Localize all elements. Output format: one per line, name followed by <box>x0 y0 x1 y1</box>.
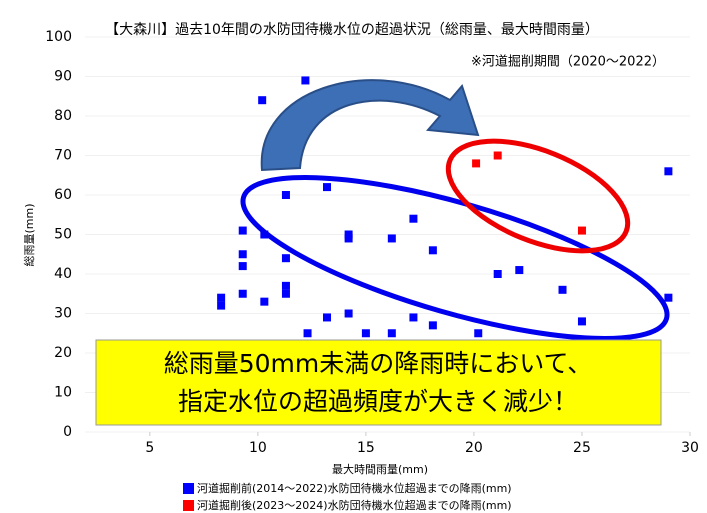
legend-swatch <box>183 483 194 494</box>
plot: 0 10 20 30 40 50 60 70 80 90 100 5 10 15 20 25 30 <box>45 29 699 456</box>
legend-label: 河道掘削後(2023～2024)水防団待機水位超過までの降雨(mm) <box>197 498 512 512</box>
point <box>238 289 247 298</box>
point <box>493 270 502 278</box>
point <box>344 309 353 318</box>
point <box>323 313 331 322</box>
point <box>258 96 267 105</box>
y-tick-label: 60 <box>54 187 72 203</box>
point <box>558 285 567 294</box>
y-tick-label: 90 <box>54 69 72 85</box>
ellipse-before <box>240 175 670 341</box>
arrow <box>260 79 480 172</box>
y-axis-label: 総雨量(mm) <box>22 203 36 266</box>
legend-swatch <box>183 500 194 511</box>
point <box>281 191 290 199</box>
x-tick-label: 25 <box>573 440 591 456</box>
legend: 河道掘削前(2014～2022)水防団待機水位超過までの降雨(mm) 河道掘削後(… <box>183 481 512 512</box>
point <box>409 313 418 322</box>
point <box>301 76 310 85</box>
y-tick-label: 40 <box>54 266 72 282</box>
callout-box <box>95 339 662 426</box>
x-axis-label: 最大時間雨量(mm) <box>332 462 428 476</box>
y-tick-label: 100 <box>45 29 72 45</box>
chart-subtitle: ※河道掘削期間（2020～2022） <box>471 55 665 70</box>
y-tick-label: 50 <box>54 227 72 243</box>
callout-text: 指定水位の超過頻度が大きく減少！ <box>178 387 578 416</box>
point <box>428 321 437 330</box>
point <box>344 234 353 243</box>
point <box>217 301 226 310</box>
point <box>238 262 247 271</box>
y-tick-label: 70 <box>54 148 72 164</box>
point <box>577 226 586 235</box>
point <box>238 226 247 235</box>
y-tick-label: 20 <box>54 345 72 361</box>
y-tick-label: 10 <box>54 385 72 401</box>
point <box>515 266 524 275</box>
point <box>428 246 437 255</box>
point <box>238 250 247 259</box>
point <box>260 297 269 306</box>
x-tick-label: 20 <box>465 440 483 456</box>
point <box>577 317 586 326</box>
point <box>303 329 312 338</box>
point <box>472 159 481 168</box>
point <box>664 167 673 176</box>
y-tick-label: 30 <box>54 306 72 322</box>
x-tick-label: 15 <box>357 440 375 456</box>
legend-label: 河道掘削前(2014～2022)水防団待機水位超過までの降雨(mm) <box>197 481 512 495</box>
point <box>493 151 502 160</box>
point <box>409 214 418 223</box>
x-tick-label: 10 <box>249 440 267 456</box>
point <box>664 293 673 302</box>
point <box>361 329 370 338</box>
point <box>281 281 290 290</box>
point <box>281 289 290 298</box>
y-tick-label: 0 <box>63 424 72 440</box>
chart-title: 【大森川】過去10年間の水防団待機水位の超過状況（総雨量、最大時間雨量） <box>105 22 599 38</box>
point <box>474 329 483 338</box>
ellipse-after <box>445 138 631 254</box>
point <box>387 234 396 243</box>
point <box>217 293 226 302</box>
point <box>387 329 396 338</box>
x-tick-label: 5 <box>145 440 154 456</box>
callout-text: 総雨量50mm未満の降雨時において、 <box>164 349 593 378</box>
y-tick-label: 80 <box>54 108 72 124</box>
point <box>323 183 331 192</box>
point <box>281 254 290 263</box>
x-tick-label: 30 <box>681 440 699 456</box>
